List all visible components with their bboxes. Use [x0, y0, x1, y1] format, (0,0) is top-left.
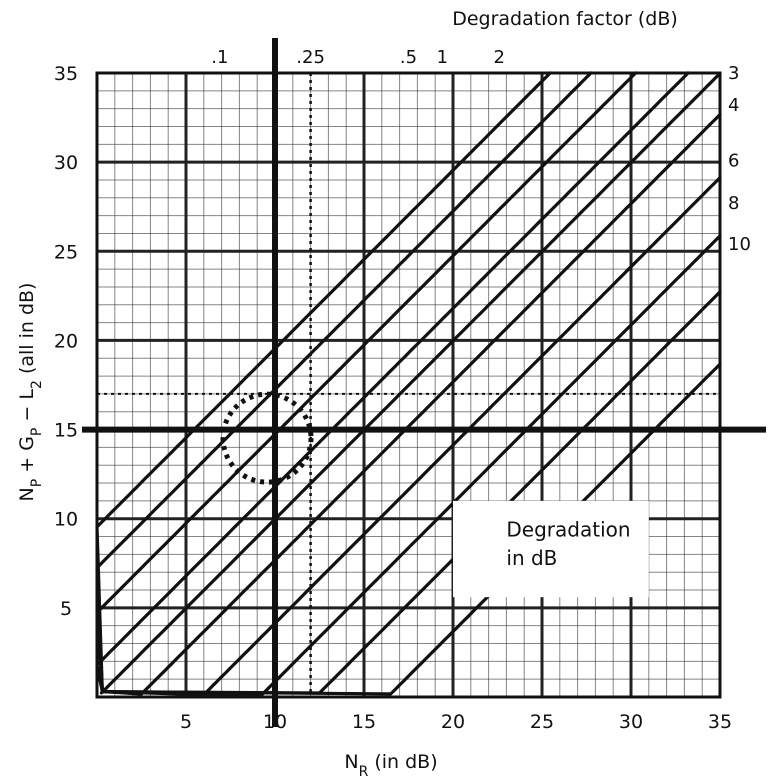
x-tick-label: 20: [441, 711, 465, 733]
degradation-curve-6db: [95, 71, 638, 694]
x-tick-label: 10: [263, 711, 287, 733]
plot-frame: [95, 71, 722, 699]
y-tick-label: 35: [54, 63, 78, 85]
degradation-curve-3db: [99, 71, 722, 695]
top-curve-label: .25: [296, 47, 325, 68]
right-curve-label: 3: [728, 63, 739, 84]
x-tick-label: 25: [530, 711, 554, 733]
right-curve-label: 8: [728, 193, 739, 214]
highlight-circle-group: [220, 391, 314, 485]
right-curve-label: 6: [728, 150, 739, 171]
degradation-curves: [95, 71, 722, 697]
annotation-box-bg: [453, 500, 649, 598]
x-tick-label: 15: [352, 711, 376, 733]
x-tick-labels: 5 10 15 20 25 30 35: [180, 711, 732, 733]
top-curve-label: .1: [211, 47, 228, 68]
degradation-annotation-box: Degradation in dB: [453, 500, 649, 598]
y-tick-label: 5: [60, 598, 72, 620]
y-tick-label: 10: [54, 509, 78, 531]
annotation-line-2: in dB: [506, 546, 557, 570]
y-tick-label: 30: [54, 152, 78, 174]
x-tick-label: 5: [180, 711, 192, 733]
top-curve-label: .5: [400, 47, 417, 68]
x-tick-label: 30: [619, 711, 643, 733]
top-curve-label: 2: [494, 47, 505, 68]
y-tick-labels: 5 10 15 20 25 30 35: [54, 63, 78, 620]
y-tick-label: 15: [54, 420, 78, 442]
annotation-line-1: Degradation: [506, 518, 630, 542]
degradation-curve-8db: [95, 71, 593, 694]
right-curve-label: 10: [728, 234, 751, 255]
x-tick-label: 35: [708, 711, 732, 733]
top-title: Degradation factor (dB): [452, 8, 678, 30]
top-curve-label: 1: [437, 47, 448, 68]
marker-lines: [82, 38, 766, 727]
degradation-curve-1db: [100, 176, 722, 697]
y-tick-label: 20: [54, 330, 78, 352]
highlight-circle: [220, 391, 314, 485]
degradation-curve-4db: [95, 71, 690, 694]
degradation-curve-0.25db: [100, 290, 722, 695]
x-axis-title: NR (in dB): [344, 751, 437, 780]
degradation-curve-0.5db: [100, 234, 722, 697]
right-curve-label: 4: [728, 95, 739, 116]
y-tick-label: 25: [54, 241, 78, 263]
degradation-curve-2db: [100, 112, 722, 696]
curve-labels: .1 .25 .5 1 2 3 4 6 8 10: [211, 47, 751, 255]
degradation-curve-10db: [95, 71, 552, 694]
y-axis-title: NP + GP − L2 (all in dB): [16, 283, 45, 502]
